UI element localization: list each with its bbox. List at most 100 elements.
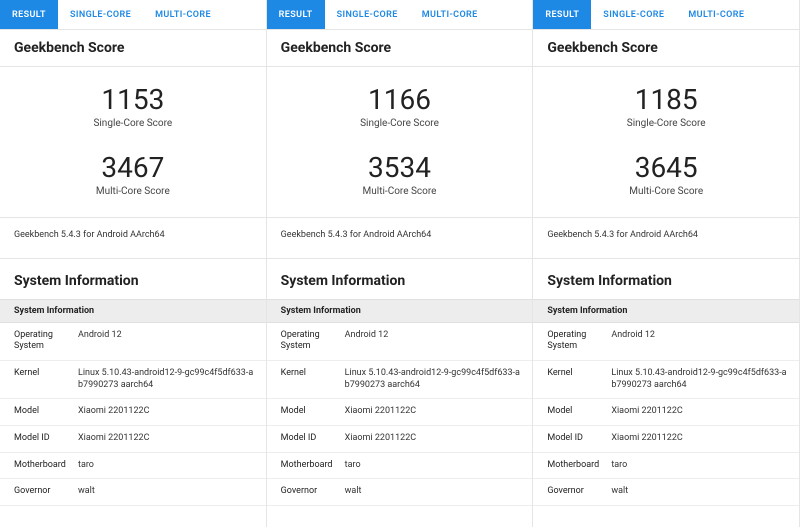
model-label: Model <box>267 399 341 425</box>
model-value: Xiaomi 2201122C <box>341 399 533 425</box>
multi-core-block: 3467 Multi-Core Score <box>14 153 252 197</box>
multi-core-label: Multi-Core Score <box>14 186 252 197</box>
table-row-model-id: Model IDXiaomi 2201122C <box>267 426 533 453</box>
tab-multi-core[interactable]: MULTI-CORE <box>676 0 756 29</box>
scores: 1185 Single-Core Score 3645 Multi-Core S… <box>533 67 799 218</box>
motherboard-label: Motherboard <box>267 453 341 479</box>
tab-single-core[interactable]: SINGLE-CORE <box>325 0 410 29</box>
governor-label: Governor <box>267 479 341 505</box>
motherboard-label: Motherboard <box>0 453 74 479</box>
version-text: Geekbench 5.4.3 for Android AArch64 <box>533 218 799 259</box>
kernel-label: Kernel <box>533 361 607 398</box>
model-label: Model <box>533 399 607 425</box>
system-info-header: System Information <box>0 299 266 323</box>
model-id-label: Model ID <box>533 426 607 452</box>
table-row-governor: Governorwalt <box>533 479 799 506</box>
table-row-os: Operating SystemAndroid 12 <box>0 323 266 361</box>
kernel-value: Linux 5.10.43-android12-9-gc99c4f5df633-… <box>341 361 533 398</box>
tab-single-core[interactable]: SINGLE-CORE <box>591 0 676 29</box>
version-text: Geekbench 5.4.3 for Android AArch64 <box>0 218 266 259</box>
single-core-value: 1166 <box>281 85 519 116</box>
score-title: Geekbench Score <box>0 30 266 67</box>
table-row-model: ModelXiaomi 2201122C <box>0 399 266 426</box>
tabs: RESULT SINGLE-CORE MULTI-CORE <box>533 0 799 30</box>
model-label: Model <box>0 399 74 425</box>
tabs: RESULT SINGLE-CORE MULTI-CORE <box>0 0 266 30</box>
multi-core-block: 3534 Multi-Core Score <box>281 153 519 197</box>
governor-value: walt <box>341 479 533 505</box>
multi-core-label: Multi-Core Score <box>547 186 785 197</box>
multi-core-block: 3645 Multi-Core Score <box>547 153 785 197</box>
model-id-label: Model ID <box>267 426 341 452</box>
os-value: Android 12 <box>341 323 533 360</box>
system-info-table: Operating SystemAndroid 12 KernelLinux 5… <box>0 323 266 507</box>
multi-core-value: 3645 <box>547 153 785 184</box>
kernel-value: Linux 5.10.43-android12-9-gc99c4f5df633-… <box>607 361 799 398</box>
score-title: Geekbench Score <box>533 30 799 67</box>
single-core-block: 1185 Single-Core Score <box>547 85 785 129</box>
model-value: Xiaomi 2201122C <box>74 399 266 425</box>
single-core-label: Single-Core Score <box>281 118 519 129</box>
tab-result[interactable]: RESULT <box>0 0 58 29</box>
system-info-header: System Information <box>533 299 799 323</box>
tabs: RESULT SINGLE-CORE MULTI-CORE <box>267 0 533 30</box>
table-row-model: ModelXiaomi 2201122C <box>267 399 533 426</box>
os-value: Android 12 <box>74 323 266 360</box>
scores: 1166 Single-Core Score 3534 Multi-Core S… <box>267 67 533 218</box>
motherboard-value: taro <box>74 453 266 479</box>
single-core-label: Single-Core Score <box>14 118 252 129</box>
table-row-kernel: KernelLinux 5.10.43-android12-9-gc99c4f5… <box>267 361 533 399</box>
single-core-block: 1153 Single-Core Score <box>14 85 252 129</box>
table-row-kernel: KernelLinux 5.10.43-android12-9-gc99c4f5… <box>0 361 266 399</box>
os-label: Operating System <box>267 323 341 360</box>
os-label: Operating System <box>533 323 607 360</box>
system-info-title: System Information <box>267 259 533 299</box>
os-label: Operating System <box>0 323 74 360</box>
single-core-value: 1153 <box>14 85 252 116</box>
kernel-value: Linux 5.10.43-android12-9-gc99c4f5df633-… <box>74 361 266 398</box>
tab-single-core[interactable]: SINGLE-CORE <box>58 0 143 29</box>
result-panel-2: RESULT SINGLE-CORE MULTI-CORE Geekbench … <box>533 0 800 527</box>
motherboard-value: taro <box>607 453 799 479</box>
table-row-motherboard: Motherboardtaro <box>267 453 533 480</box>
multi-core-value: 3467 <box>14 153 252 184</box>
model-value: Xiaomi 2201122C <box>607 399 799 425</box>
system-info-title: System Information <box>533 259 799 299</box>
tab-multi-core[interactable]: MULTI-CORE <box>410 0 490 29</box>
single-core-label: Single-Core Score <box>547 118 785 129</box>
model-id-value: Xiaomi 2201122C <box>607 426 799 452</box>
model-id-value: Xiaomi 2201122C <box>74 426 266 452</box>
result-panel-0: RESULT SINGLE-CORE MULTI-CORE Geekbench … <box>0 0 267 527</box>
os-value: Android 12 <box>607 323 799 360</box>
scores: 1153 Single-Core Score 3467 Multi-Core S… <box>0 67 266 218</box>
table-row-os: Operating SystemAndroid 12 <box>533 323 799 361</box>
table-row-governor: Governorwalt <box>267 479 533 506</box>
score-title: Geekbench Score <box>267 30 533 67</box>
single-core-block: 1166 Single-Core Score <box>281 85 519 129</box>
governor-label: Governor <box>0 479 74 505</box>
tab-multi-core[interactable]: MULTI-CORE <box>143 0 223 29</box>
system-info-title: System Information <box>0 259 266 299</box>
single-core-value: 1185 <box>547 85 785 116</box>
result-panel-1: RESULT SINGLE-CORE MULTI-CORE Geekbench … <box>267 0 534 527</box>
governor-value: walt <box>607 479 799 505</box>
kernel-label: Kernel <box>0 361 74 398</box>
tab-result[interactable]: RESULT <box>533 0 591 29</box>
table-row-motherboard: Motherboardtaro <box>0 453 266 480</box>
table-row-model-id: Model IDXiaomi 2201122C <box>533 426 799 453</box>
model-id-label: Model ID <box>0 426 74 452</box>
governor-label: Governor <box>533 479 607 505</box>
motherboard-value: taro <box>341 453 533 479</box>
multi-core-label: Multi-Core Score <box>281 186 519 197</box>
table-row-kernel: KernelLinux 5.10.43-android12-9-gc99c4f5… <box>533 361 799 399</box>
kernel-label: Kernel <box>267 361 341 398</box>
governor-value: walt <box>74 479 266 505</box>
system-info-table: Operating SystemAndroid 12 KernelLinux 5… <box>267 323 533 507</box>
table-row-model: ModelXiaomi 2201122C <box>533 399 799 426</box>
system-info-table: Operating SystemAndroid 12 KernelLinux 5… <box>533 323 799 507</box>
multi-core-value: 3534 <box>281 153 519 184</box>
table-row-model-id: Model IDXiaomi 2201122C <box>0 426 266 453</box>
tab-result[interactable]: RESULT <box>267 0 325 29</box>
table-row-motherboard: Motherboardtaro <box>533 453 799 480</box>
version-text: Geekbench 5.4.3 for Android AArch64 <box>267 218 533 259</box>
